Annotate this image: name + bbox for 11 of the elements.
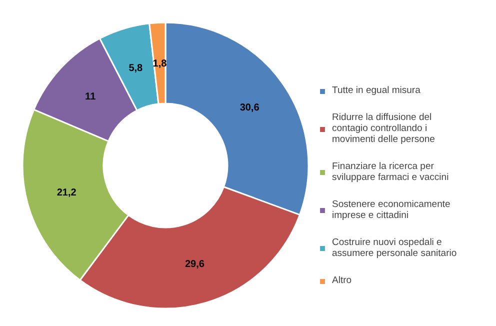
legend-label: Costruire nuovi ospedali e assumere personale sanitario [332,237,457,259]
legend-label: Ridurre la diffusione del contagio controllando i movimenti delle persone [332,112,435,145]
legend-label: Altro [332,275,352,286]
data-label: 29,6 [184,259,205,270]
data-label: 11 [85,91,96,102]
data-label: 21,2 [56,188,77,199]
data-label: 5,8 [128,62,144,74]
legend-label: Finanziare la ricerca per sviluppare farmaci e vaccini [332,161,449,183]
data-label: 30,6 [240,102,260,114]
legend-label: Sostenere economicamente imprese e cittadini [332,199,450,221]
legend-label: Tutte in egual misura [332,85,420,96]
